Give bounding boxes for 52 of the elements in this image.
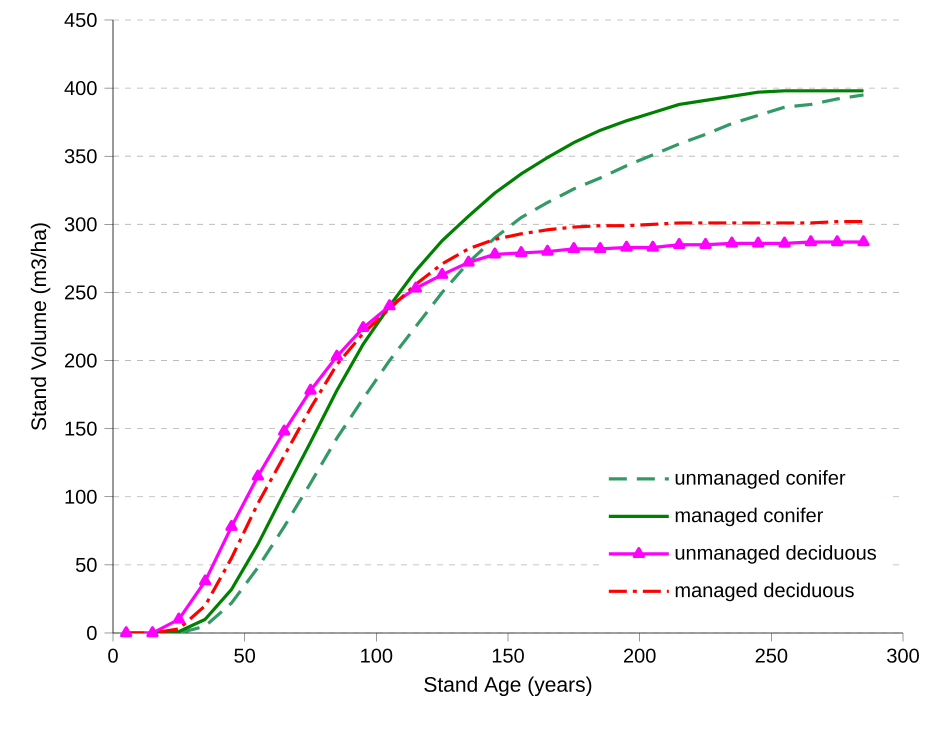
y-tick-label: 0: [87, 626, 97, 640]
point: [330, 350, 343, 361]
point: [857, 235, 870, 246]
point: [304, 384, 317, 395]
y-tick-label: 300: [64, 217, 97, 232]
point: [436, 268, 448, 279]
x-tick-label: 50: [234, 648, 256, 663]
point: [778, 236, 791, 248]
point: [199, 574, 212, 586]
x-tick-label: 200: [624, 648, 656, 663]
point: [515, 246, 528, 258]
legend-label: managed deciduous: [676, 582, 854, 602]
point: [594, 242, 606, 254]
point: [646, 240, 659, 252]
y-tick-label: 350: [64, 149, 97, 164]
point: [278, 424, 290, 436]
point: [357, 321, 370, 332]
point: [252, 470, 264, 481]
legend-label: unmanaged conifer: [676, 470, 846, 489]
point: [488, 247, 501, 258]
point: [568, 242, 580, 254]
point: [673, 238, 686, 249]
x-axis-title: Stand Age (years): [424, 676, 592, 696]
point: [172, 612, 185, 624]
point: [383, 299, 396, 310]
legend-label: unmanaged deciduous: [676, 545, 876, 564]
y-tick-label: 400: [64, 81, 97, 96]
point: [120, 626, 132, 638]
x-tick-label: 150: [492, 648, 524, 663]
point: [410, 282, 422, 293]
point: [831, 235, 844, 246]
point: [752, 236, 764, 248]
x-tick-label: 100: [361, 648, 392, 663]
point: [699, 238, 712, 249]
x-tick-label: 250: [756, 648, 788, 663]
y-tick-label: 200: [65, 353, 97, 368]
x-tick-label: 0: [108, 648, 118, 663]
y-tick-label: 50: [76, 558, 97, 572]
point: [146, 626, 159, 638]
point: [804, 235, 817, 246]
x-tick-label: 300: [887, 648, 919, 663]
point: [726, 236, 738, 248]
legend-label: managed conifer: [676, 508, 824, 526]
point: [541, 244, 554, 256]
y-axis-title: Stand Volume (m3/ha): [30, 223, 50, 430]
point: [462, 256, 475, 267]
y-tick-label: 100: [66, 490, 97, 504]
y-tick-label: 250: [65, 285, 97, 300]
point: [225, 520, 238, 531]
y-tick-label: 450: [64, 12, 97, 28]
point: [620, 240, 633, 252]
y-tick-label: 150: [66, 422, 97, 436]
